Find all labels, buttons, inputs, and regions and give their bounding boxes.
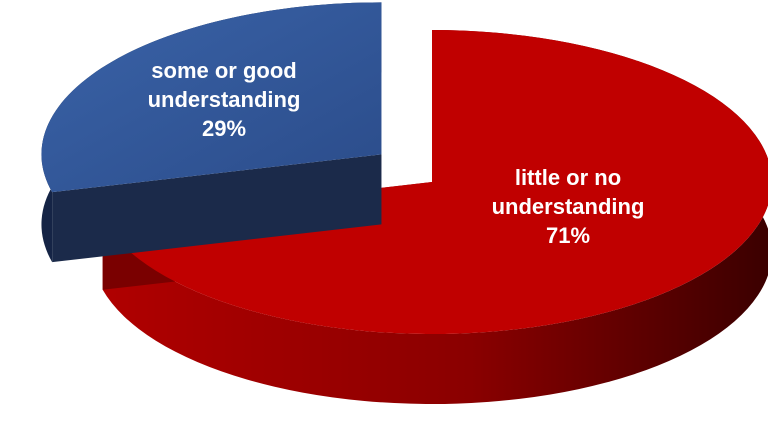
pie-slice-1 bbox=[41, 2, 382, 263]
slice-label-0: little or no understanding 71% bbox=[492, 165, 645, 248]
pie-slice-top-1 bbox=[41, 2, 382, 193]
pie-slice-top-0 bbox=[102, 30, 768, 334]
pie-slice-wall-start-1 bbox=[52, 154, 382, 263]
slice-label-line-0: understanding bbox=[492, 194, 645, 219]
slice-percent-1: 29% bbox=[202, 116, 246, 141]
slice-percent-0: 71% bbox=[546, 223, 590, 248]
slice-label-line-0: little or no bbox=[515, 165, 621, 190]
slice-label-line-1: understanding bbox=[148, 87, 301, 112]
slice-label-1: some or good understanding 29% bbox=[148, 58, 301, 141]
slice-label-line-1: some or good bbox=[151, 58, 296, 83]
